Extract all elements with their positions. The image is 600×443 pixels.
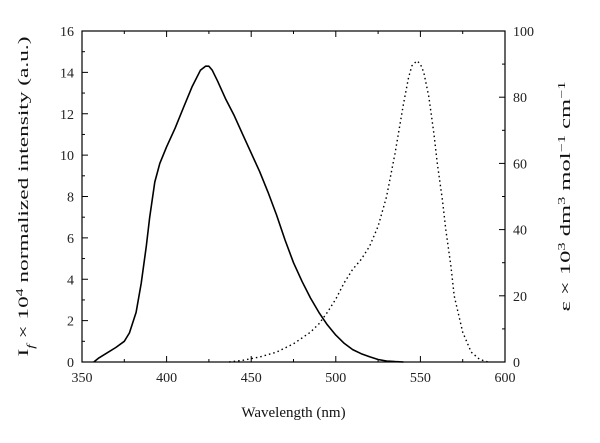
plot-frame — [81, 30, 506, 363]
x-tick-label: 450 — [241, 371, 262, 386]
y-right-tick-label: 0 — [513, 356, 520, 371]
absorption-series-line — [229, 60, 489, 363]
x-tick-label: 400 — [156, 371, 177, 386]
x-tick-label: 500 — [325, 371, 346, 386]
x-axis-title: Wavelength (nm) — [241, 405, 345, 421]
y-left-tick-label: 0 — [67, 356, 74, 371]
y-left-tick-label: 4 — [67, 273, 74, 288]
y-left-tick-label: 10 — [60, 149, 74, 164]
y-right-tick-label: 100 — [513, 25, 534, 40]
y-right-tick-label: 40 — [513, 224, 527, 239]
y-left-tick-label: 12 — [60, 108, 74, 123]
emission-series-line — [93, 65, 404, 363]
y-left-tick-label: 8 — [67, 191, 74, 206]
y-right-tick-label: 80 — [513, 91, 527, 106]
y-left-tick-label: 6 — [67, 232, 74, 247]
x-tick-label: 600 — [495, 371, 516, 386]
x-tick-label: 550 — [410, 371, 431, 386]
y-right-tick-label: 20 — [513, 290, 527, 305]
y-right-tick-label: 60 — [513, 157, 527, 172]
y-left-tick-label: 16 — [60, 25, 74, 40]
y-left-axis-title: If × 104 normalized intensity (a.u.) — [15, 37, 37, 357]
y-left-tick-label: 14 — [60, 66, 74, 81]
x-tick-label: 350 — [72, 371, 93, 386]
y-right-axis-title: ε × 103 dm3 mol−1 cm−1 — [557, 81, 575, 311]
y-left-tick-label: 2 — [67, 315, 74, 330]
